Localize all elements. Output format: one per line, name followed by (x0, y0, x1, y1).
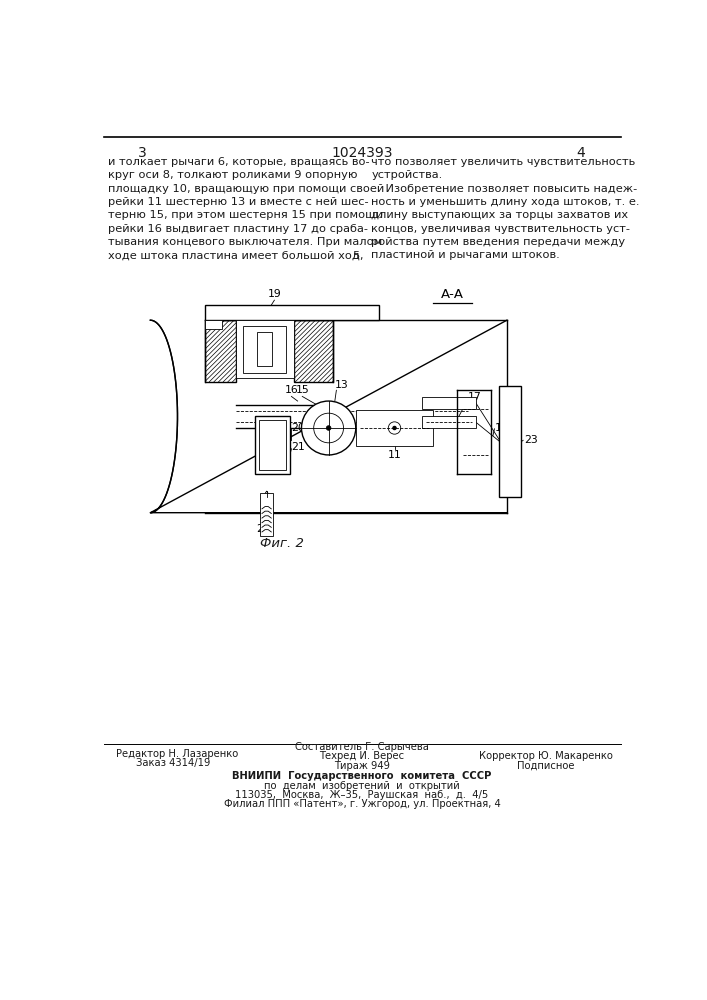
Text: 113035,  Москва,  Ж–35,  Раушская  наб.,  д.  4/5: 113035, Москва, Ж–35, Раушская наб., д. … (235, 790, 489, 800)
Text: Фиг. 2: Фиг. 2 (260, 537, 304, 550)
Bar (235, 320, 293, 378)
Bar (259, 420, 286, 470)
Text: Тираж 949: Тираж 949 (334, 761, 390, 771)
Text: А-А: А-А (441, 288, 464, 301)
Text: Филиал ППП «Патент», г. Ужгород, ул. Проектная, 4: Филиал ППП «Патент», г. Ужгород, ул. Про… (223, 799, 501, 809)
Bar (293, 320, 332, 382)
Text: 15: 15 (296, 385, 309, 395)
Text: 17: 17 (468, 392, 482, 402)
Bar (421, 397, 476, 409)
Text: Корректор Ю. Макаренко: Корректор Ю. Макаренко (479, 751, 612, 761)
Circle shape (314, 413, 344, 443)
Text: 22: 22 (256, 524, 269, 534)
Text: и толкает рычаги 6, которые, вращаясь во-
круг оси 8, толкают роликами 9 опорную: и толкает рычаги 6, которые, вращаясь во… (107, 157, 384, 260)
Text: Редактор Н. Лазаренко: Редактор Н. Лазаренко (117, 749, 239, 759)
Bar (260, 493, 273, 536)
Circle shape (301, 401, 356, 455)
Text: по  делам  изобретений  и  открытий: по делам изобретений и открытий (264, 781, 460, 791)
Circle shape (393, 426, 396, 430)
Bar (204, 305, 379, 320)
Text: ВНИИПИ  Государственного  комитета  СССР: ВНИИПИ Государственного комитета СССР (233, 771, 491, 781)
Bar (499, 386, 521, 497)
Text: 18: 18 (495, 423, 509, 433)
Text: 11: 11 (387, 450, 402, 460)
Bar (421, 416, 476, 428)
Bar (255, 416, 290, 474)
Text: Техред И. Верес: Техред И. Верес (320, 751, 404, 761)
Bar (257, 332, 272, 366)
Text: Подписное: Подписное (517, 761, 574, 771)
Text: Заказ 4314/19: Заказ 4314/19 (136, 758, 211, 768)
Text: 1024393: 1024393 (331, 146, 392, 160)
Text: 4: 4 (576, 146, 585, 160)
Text: 3: 3 (139, 146, 147, 160)
Text: 20: 20 (291, 423, 305, 433)
Bar (356, 410, 433, 446)
Text: 23: 23 (524, 435, 538, 445)
Text: 21: 21 (291, 442, 305, 452)
Circle shape (327, 426, 331, 430)
Text: 13: 13 (335, 379, 349, 389)
Text: Составитель Г. Сарычева: Составитель Г. Сарычева (295, 742, 429, 752)
Text: 19: 19 (267, 289, 281, 299)
Bar (204, 320, 235, 382)
Text: что позволяет увеличить чувствительность
устройства.
    Изобретение позволяет п: что позволяет увеличить чувствительность… (371, 157, 640, 260)
Bar (204, 320, 222, 329)
Text: 5: 5 (352, 251, 359, 261)
Text: 16: 16 (284, 385, 298, 395)
Bar (243, 326, 286, 373)
